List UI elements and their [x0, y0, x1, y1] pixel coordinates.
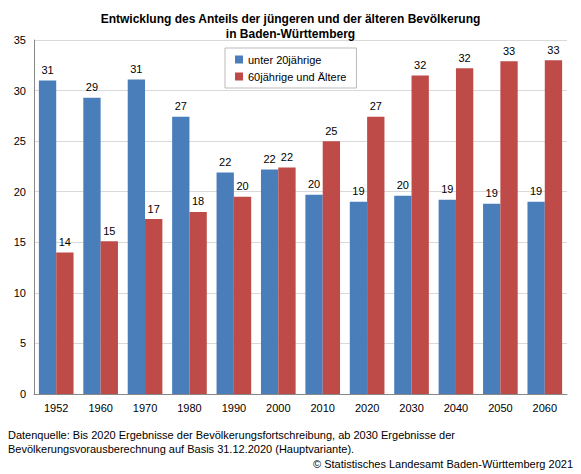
svg-text:2040: 2040	[444, 402, 468, 414]
svg-text:2000: 2000	[266, 402, 290, 414]
svg-text:27: 27	[175, 100, 187, 112]
svg-text:20: 20	[14, 186, 26, 198]
svg-text:18: 18	[192, 195, 204, 207]
svg-text:1980: 1980	[177, 402, 201, 414]
svg-text:35: 35	[14, 34, 26, 46]
svg-text:19: 19	[486, 187, 498, 199]
svg-text:22: 22	[281, 151, 293, 163]
svg-text:1952: 1952	[44, 402, 68, 414]
svg-text:19: 19	[441, 183, 453, 195]
svg-text:2050: 2050	[488, 402, 512, 414]
svg-text:25: 25	[325, 125, 337, 137]
svg-text:10: 10	[14, 287, 26, 299]
svg-text:© Statistisches Landesamt Bade: © Statistisches Landesamt Baden-Württemb…	[313, 458, 573, 470]
svg-text:22: 22	[264, 153, 276, 165]
svg-text:33: 33	[547, 44, 559, 56]
svg-text:29: 29	[86, 81, 98, 93]
svg-text:0: 0	[20, 388, 26, 400]
svg-text:1960: 1960	[88, 402, 112, 414]
svg-text:14: 14	[59, 236, 71, 248]
svg-text:2020: 2020	[355, 402, 379, 414]
svg-text:15: 15	[103, 225, 115, 237]
svg-text:Datenquelle: Bis 2020 Ergebnis: Datenquelle: Bis 2020 Ergebnisse der Bev…	[8, 429, 455, 441]
svg-text:31: 31	[41, 64, 53, 76]
svg-text:1970: 1970	[133, 402, 157, 414]
svg-text:30: 30	[14, 85, 26, 97]
svg-text:20: 20	[308, 178, 320, 190]
svg-text:27: 27	[370, 100, 382, 112]
svg-text:2030: 2030	[399, 402, 423, 414]
svg-text:unter 20jährige: unter 20jährige	[248, 54, 321, 66]
svg-text:2010: 2010	[310, 402, 334, 414]
svg-text:2060: 2060	[533, 402, 557, 414]
svg-text:31: 31	[130, 63, 142, 75]
svg-text:in Baden-Württemberg: in Baden-Württemberg	[226, 27, 355, 41]
svg-text:20: 20	[236, 180, 248, 192]
svg-text:25: 25	[14, 135, 26, 147]
svg-text:22: 22	[219, 156, 231, 168]
svg-text:33: 33	[503, 45, 515, 57]
svg-text:20: 20	[397, 179, 409, 191]
svg-text:19: 19	[530, 185, 542, 197]
svg-text:1990: 1990	[222, 402, 246, 414]
svg-text:19: 19	[352, 185, 364, 197]
svg-text:Bevölkerungsvorausberechnung a: Bevölkerungsvorausberechnung auf Basis 3…	[8, 443, 354, 455]
svg-text:17: 17	[148, 203, 160, 215]
svg-text:32: 32	[414, 59, 426, 71]
svg-text:5: 5	[20, 337, 26, 349]
svg-text:Entwicklung des Anteils der jü: Entwicklung des Anteils der jüngeren und…	[101, 12, 481, 26]
svg-text:32: 32	[458, 52, 470, 64]
svg-text:60jährige und Ältere: 60jährige und Ältere	[248, 71, 346, 83]
svg-text:15: 15	[14, 236, 26, 248]
